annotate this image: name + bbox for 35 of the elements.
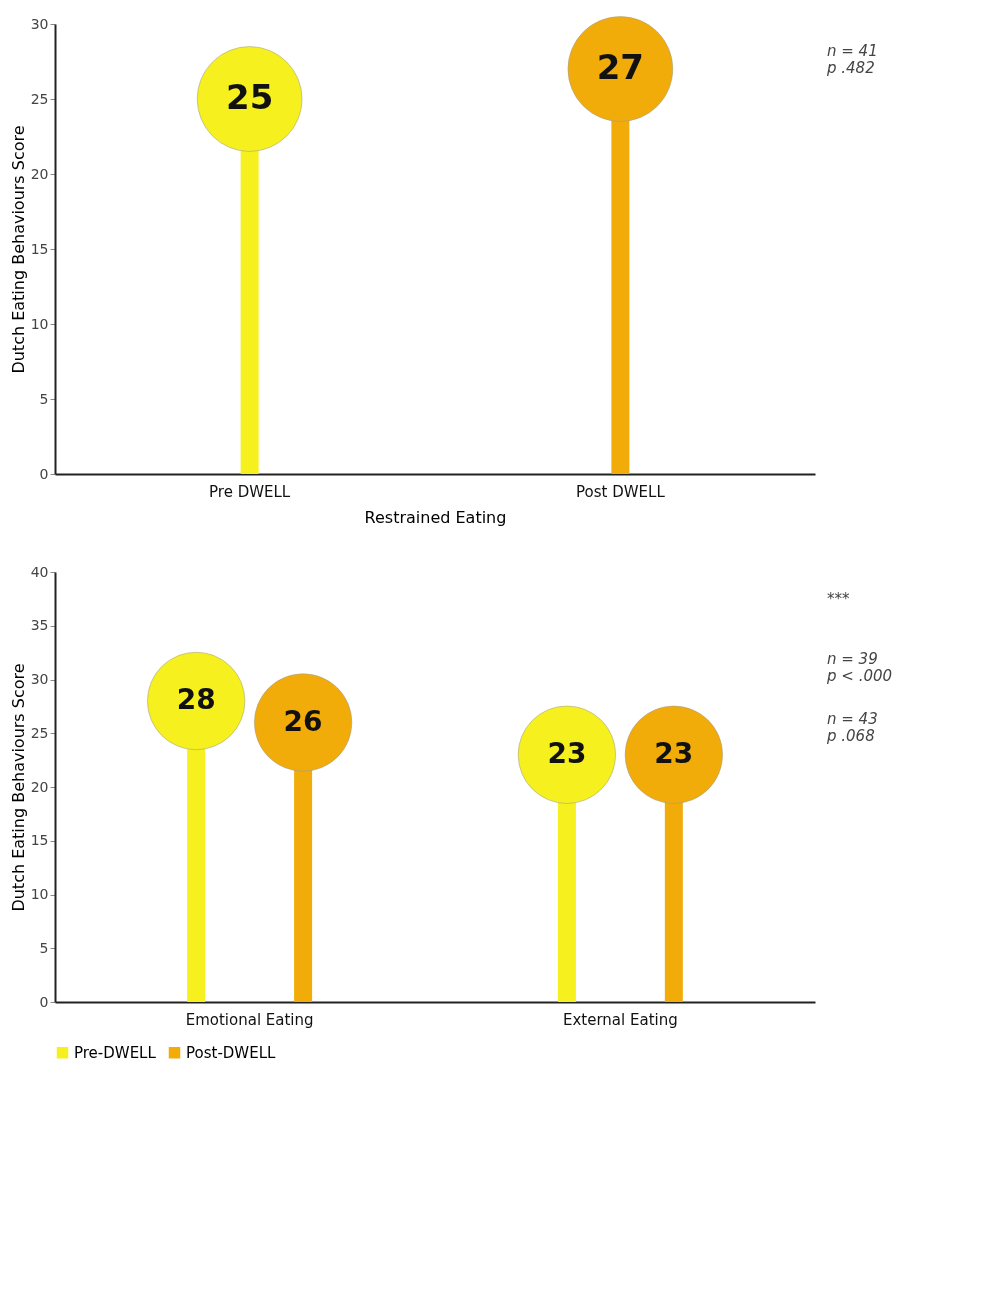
text: ***	[827, 590, 850, 608]
text: n = 41 p .482	[826, 42, 878, 77]
y-tick-label: 5	[39, 390, 49, 407]
legend-label: Pre-DWELL	[74, 1043, 157, 1062]
x-tick-label: Emotional Eating	[185, 1010, 314, 1029]
y-tick-label: 10	[30, 886, 49, 902]
text: n = 43 p .068	[826, 710, 878, 745]
y-tick-label: 35	[30, 617, 49, 634]
y-tick-label: 25	[30, 724, 49, 741]
text: n = 39 p < .000	[826, 650, 893, 685]
data-label: 25	[225, 77, 274, 117]
y-tick-label: 20	[30, 165, 49, 182]
data-label: 23	[547, 736, 587, 770]
y-tick-label: 10	[30, 315, 49, 332]
y-axis-title: Dutch Eating Behaviours Score	[8, 125, 28, 374]
y-tick-label: 15	[30, 832, 49, 849]
x-tick-label: External Eating	[562, 1010, 678, 1029]
x-axis-title: Restrained Eating	[364, 507, 507, 527]
data-label: 28	[176, 683, 216, 716]
y-tick-label: 25	[30, 90, 49, 107]
y-tick-label: 20	[30, 778, 49, 795]
y-tick-label: 30	[30, 15, 49, 32]
data-label: 26	[283, 704, 323, 738]
data-label: 27	[596, 47, 645, 87]
data-label: 23	[654, 736, 694, 770]
y-tick-label: 5	[39, 939, 49, 956]
y-tick-label: 30	[30, 671, 49, 687]
y-tick-label: 15	[30, 240, 49, 257]
x-tick-label: Pre DWELL	[209, 482, 291, 501]
y-tick-label: 0	[39, 993, 49, 1010]
x-tick-label: Post DWELL	[576, 482, 666, 501]
legend-label: Post-DWELL	[186, 1043, 277, 1062]
y-tick-label: 0	[39, 465, 49, 482]
y-tick-label: 40	[30, 563, 49, 580]
y-axis-title: Dutch Eating Behaviours Score	[8, 663, 28, 912]
